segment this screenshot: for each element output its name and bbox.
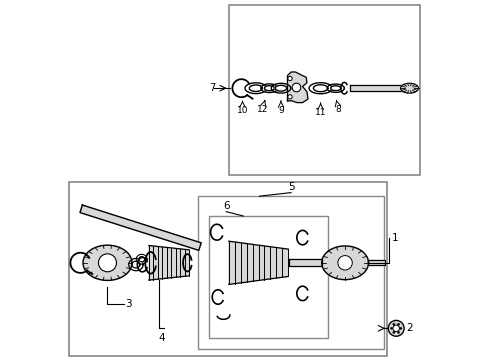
Text: 2: 2 (406, 323, 413, 333)
Circle shape (288, 76, 292, 81)
Text: 12: 12 (257, 105, 268, 114)
Polygon shape (139, 257, 145, 262)
Circle shape (338, 256, 352, 270)
Polygon shape (132, 261, 140, 268)
Polygon shape (136, 255, 147, 264)
Circle shape (400, 327, 402, 329)
Polygon shape (400, 83, 418, 93)
Polygon shape (271, 84, 291, 93)
Text: 4: 4 (158, 333, 165, 343)
Polygon shape (80, 205, 201, 250)
Text: 3: 3 (125, 299, 132, 309)
Polygon shape (129, 258, 143, 271)
Polygon shape (245, 83, 267, 94)
Polygon shape (249, 85, 262, 91)
Text: 1: 1 (392, 233, 398, 243)
Text: 7: 7 (209, 83, 215, 93)
Polygon shape (309, 83, 332, 94)
Circle shape (288, 95, 292, 99)
Polygon shape (265, 86, 274, 91)
Polygon shape (83, 245, 132, 280)
Polygon shape (368, 260, 386, 265)
Circle shape (393, 323, 395, 325)
Polygon shape (331, 86, 341, 91)
Polygon shape (288, 72, 308, 103)
Polygon shape (350, 85, 403, 91)
Circle shape (292, 83, 301, 92)
Circle shape (98, 254, 117, 272)
Polygon shape (314, 85, 328, 92)
Polygon shape (229, 241, 288, 284)
Text: 9: 9 (278, 106, 284, 115)
Circle shape (393, 325, 399, 332)
Polygon shape (327, 84, 344, 93)
Text: 6: 6 (223, 201, 230, 211)
Circle shape (397, 323, 400, 325)
Text: 8: 8 (336, 105, 342, 114)
Polygon shape (321, 246, 368, 280)
Bar (229, 5, 419, 175)
Circle shape (397, 331, 400, 333)
Circle shape (393, 331, 395, 333)
Bar (69, 182, 387, 356)
Bar (209, 216, 328, 338)
Polygon shape (261, 84, 278, 93)
Text: 5: 5 (288, 181, 294, 192)
Bar (198, 196, 384, 349)
Circle shape (391, 327, 392, 329)
Polygon shape (289, 259, 322, 266)
Polygon shape (149, 246, 189, 280)
Circle shape (388, 320, 404, 336)
Text: 11: 11 (315, 108, 326, 117)
Text: 10: 10 (237, 106, 248, 115)
Polygon shape (275, 85, 287, 91)
